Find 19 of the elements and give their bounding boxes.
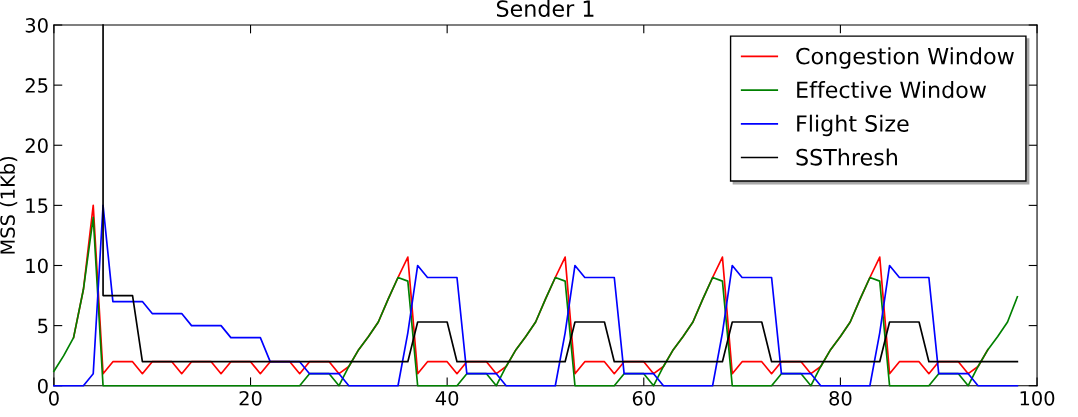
x-tick-label: 100: [1020, 390, 1055, 406]
y-tick-label: 20: [25, 138, 48, 153]
legend-label: Flight Size: [797, 114, 909, 137]
y-axis-title: MSS (1Kb): [0, 156, 18, 254]
y-tick-label: 25: [25, 78, 48, 93]
y-tick-label: 5: [38, 318, 48, 334]
y-tick-label: 10: [26, 258, 48, 274]
x-tick-label: 60: [632, 390, 655, 406]
legend-label: Effective Window: [797, 80, 987, 99]
legend-label: SSThresh: [796, 148, 897, 166]
x-tick-label: 40: [435, 390, 459, 406]
x-tick-label: 80: [829, 390, 852, 406]
legend-label: Congestion Window: [796, 47, 1014, 69]
y-tick-label: 0: [37, 378, 48, 394]
chart-title: Sender 1: [496, 0, 594, 17]
y-tick-label: 30: [25, 17, 48, 33]
x-tick-label: 20: [239, 390, 262, 406]
x-tick-label: 0: [49, 390, 59, 406]
y-tick-label: 15: [26, 198, 48, 214]
